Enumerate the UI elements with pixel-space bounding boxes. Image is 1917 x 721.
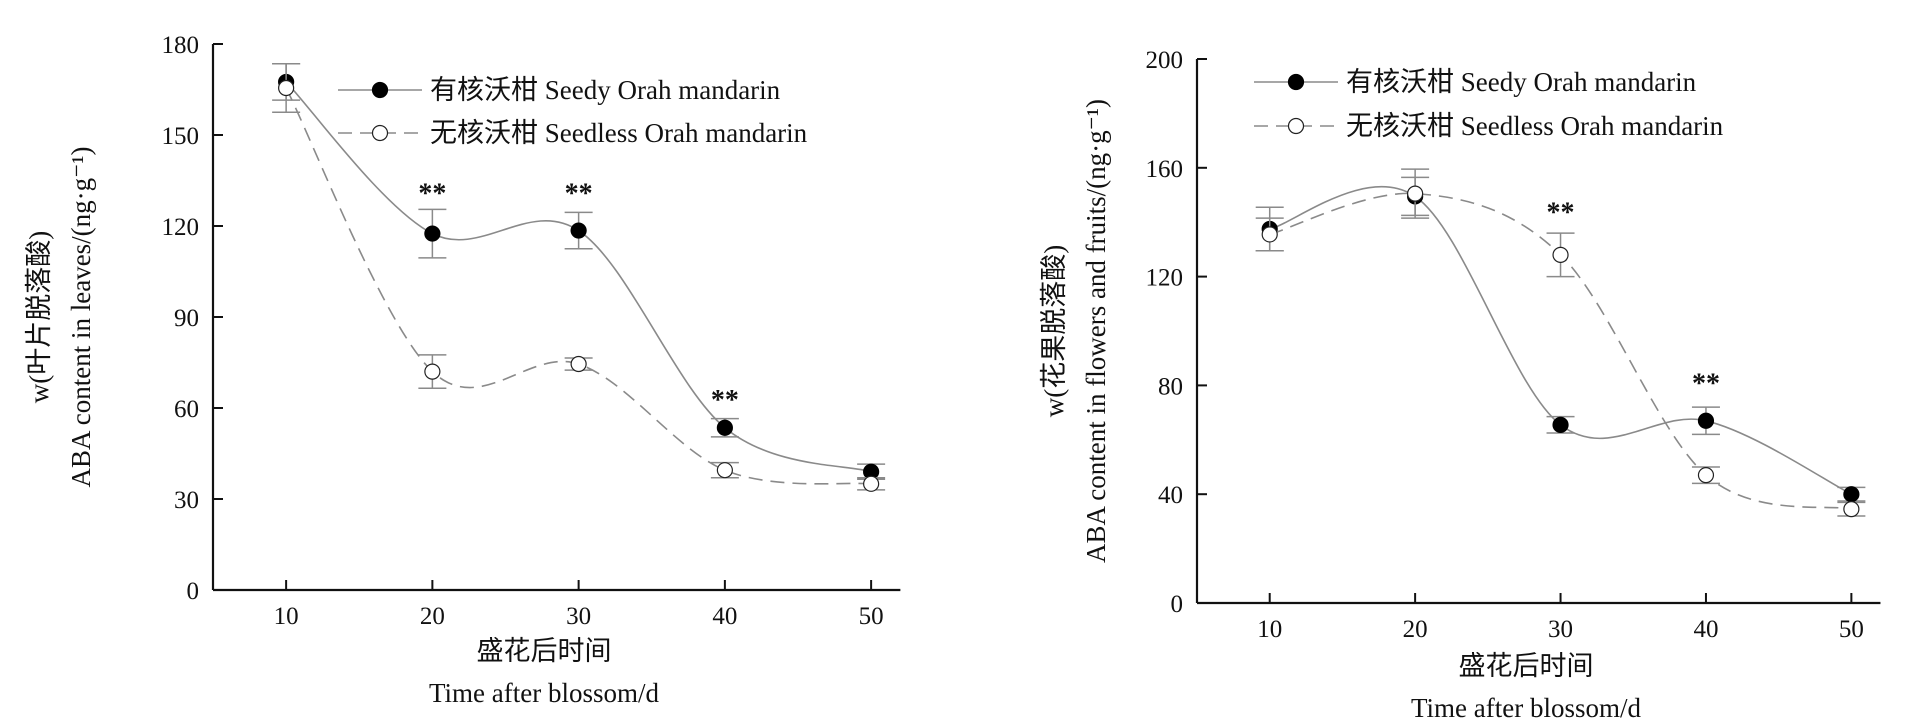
data-point-seedless (1843, 501, 1860, 518)
y-tick-label: 0 (187, 578, 200, 605)
data-point-seedy (570, 222, 587, 239)
y-tick-label: 80 (1158, 373, 1183, 400)
y-tick-label: 200 (1146, 47, 1184, 74)
y-axis-label-en: ABA content in flowers and fruits/(ng·g⁻… (1081, 99, 1111, 563)
legend-label: 有核沃柑 Seedy Orah mandarin (430, 75, 781, 105)
legend-swatch-marker (371, 124, 389, 142)
legend-label: 无核沃柑 Seedless Orah mandarin (430, 118, 808, 148)
y-axis-label-zh: w(叶片脱落酸) (24, 231, 54, 403)
data-point-seedless (1407, 185, 1424, 202)
x-tick-label: 40 (712, 603, 737, 630)
x-tick-label: 10 (1257, 616, 1282, 643)
x-tick-label: 50 (859, 603, 884, 630)
data-point-seedy (1843, 486, 1860, 503)
series-line-seedless (285, 87, 872, 485)
legend-label: 有核沃柑 Seedy Orah mandarin (1346, 67, 1697, 97)
data-point-seedy (424, 225, 441, 242)
significance-label: ** (565, 179, 593, 210)
x-tick-label: 20 (420, 603, 445, 630)
x-tick-label: 20 (1403, 616, 1428, 643)
significance-label: ** (1547, 197, 1575, 228)
data-point-seedy (1552, 416, 1569, 433)
x-axis-label-en: Time after blossom/d (1411, 693, 1642, 721)
series-line-seedless (1269, 192, 1852, 510)
data-point-seedless (570, 355, 587, 373)
y-tick-label: 150 (162, 123, 200, 150)
y-tick-label: 120 (1146, 265, 1184, 292)
x-tick-label: 10 (274, 603, 299, 630)
data-point-seedless (863, 475, 880, 492)
y-tick-label: 30 (174, 487, 199, 514)
significance-label: ** (1692, 369, 1720, 400)
data-point-seedy (716, 419, 733, 436)
y-tick-label: 180 (162, 32, 200, 59)
x-tick-label: 40 (1693, 616, 1718, 643)
significance-label: ** (711, 385, 739, 416)
legend-swatch-marker (371, 81, 389, 99)
data-point-seedy (1697, 412, 1715, 429)
data-point-seedless (1697, 467, 1715, 484)
x-tick-label: 30 (1548, 616, 1573, 643)
y-tick-label: 120 (162, 214, 200, 241)
data-point-seedless (278, 79, 295, 97)
x-axis-label-zh: 盛花后时间 (1459, 651, 1594, 681)
significance-label: ** (418, 179, 446, 210)
x-axis-label-zh: 盛花后时间 (477, 636, 612, 666)
y-tick-label: 90 (174, 305, 199, 332)
legend-swatch-marker (1287, 73, 1305, 91)
chart-panel-flowers-fruits: 0 40 80 120 160 200 10 20 30 40 50 盛花后时间 Time after … (1039, 47, 1881, 721)
data-point-seedless (424, 363, 441, 380)
y-tick-label: 60 (174, 396, 199, 423)
x-axis-label-en: Time after blossom/d (429, 678, 660, 708)
y-tick-label: 160 (1146, 156, 1184, 183)
y-tick-label: 40 (1158, 482, 1183, 509)
data-point-seedless (1552, 246, 1569, 263)
data-point-seedless (1261, 226, 1278, 243)
y-axis-label-zh: w(花果脱落酸) (1039, 245, 1069, 417)
x-tick-label: 50 (1839, 616, 1864, 643)
y-axis-label-en: ABA content in leaves/(ng·g⁻¹) (66, 146, 96, 487)
legend-label: 无核沃柑 Seedless Orah mandarin (1346, 111, 1724, 141)
legend-swatch-marker (1287, 117, 1305, 135)
y-tick-label: 0 (1171, 591, 1184, 618)
data-point-seedless (716, 462, 733, 479)
x-tick-label: 30 (566, 603, 591, 630)
chart-panel-leaves: 0 30 60 90 120 150 180 10 20 30 40 50 盛花后时间 Time afte… (24, 32, 901, 708)
